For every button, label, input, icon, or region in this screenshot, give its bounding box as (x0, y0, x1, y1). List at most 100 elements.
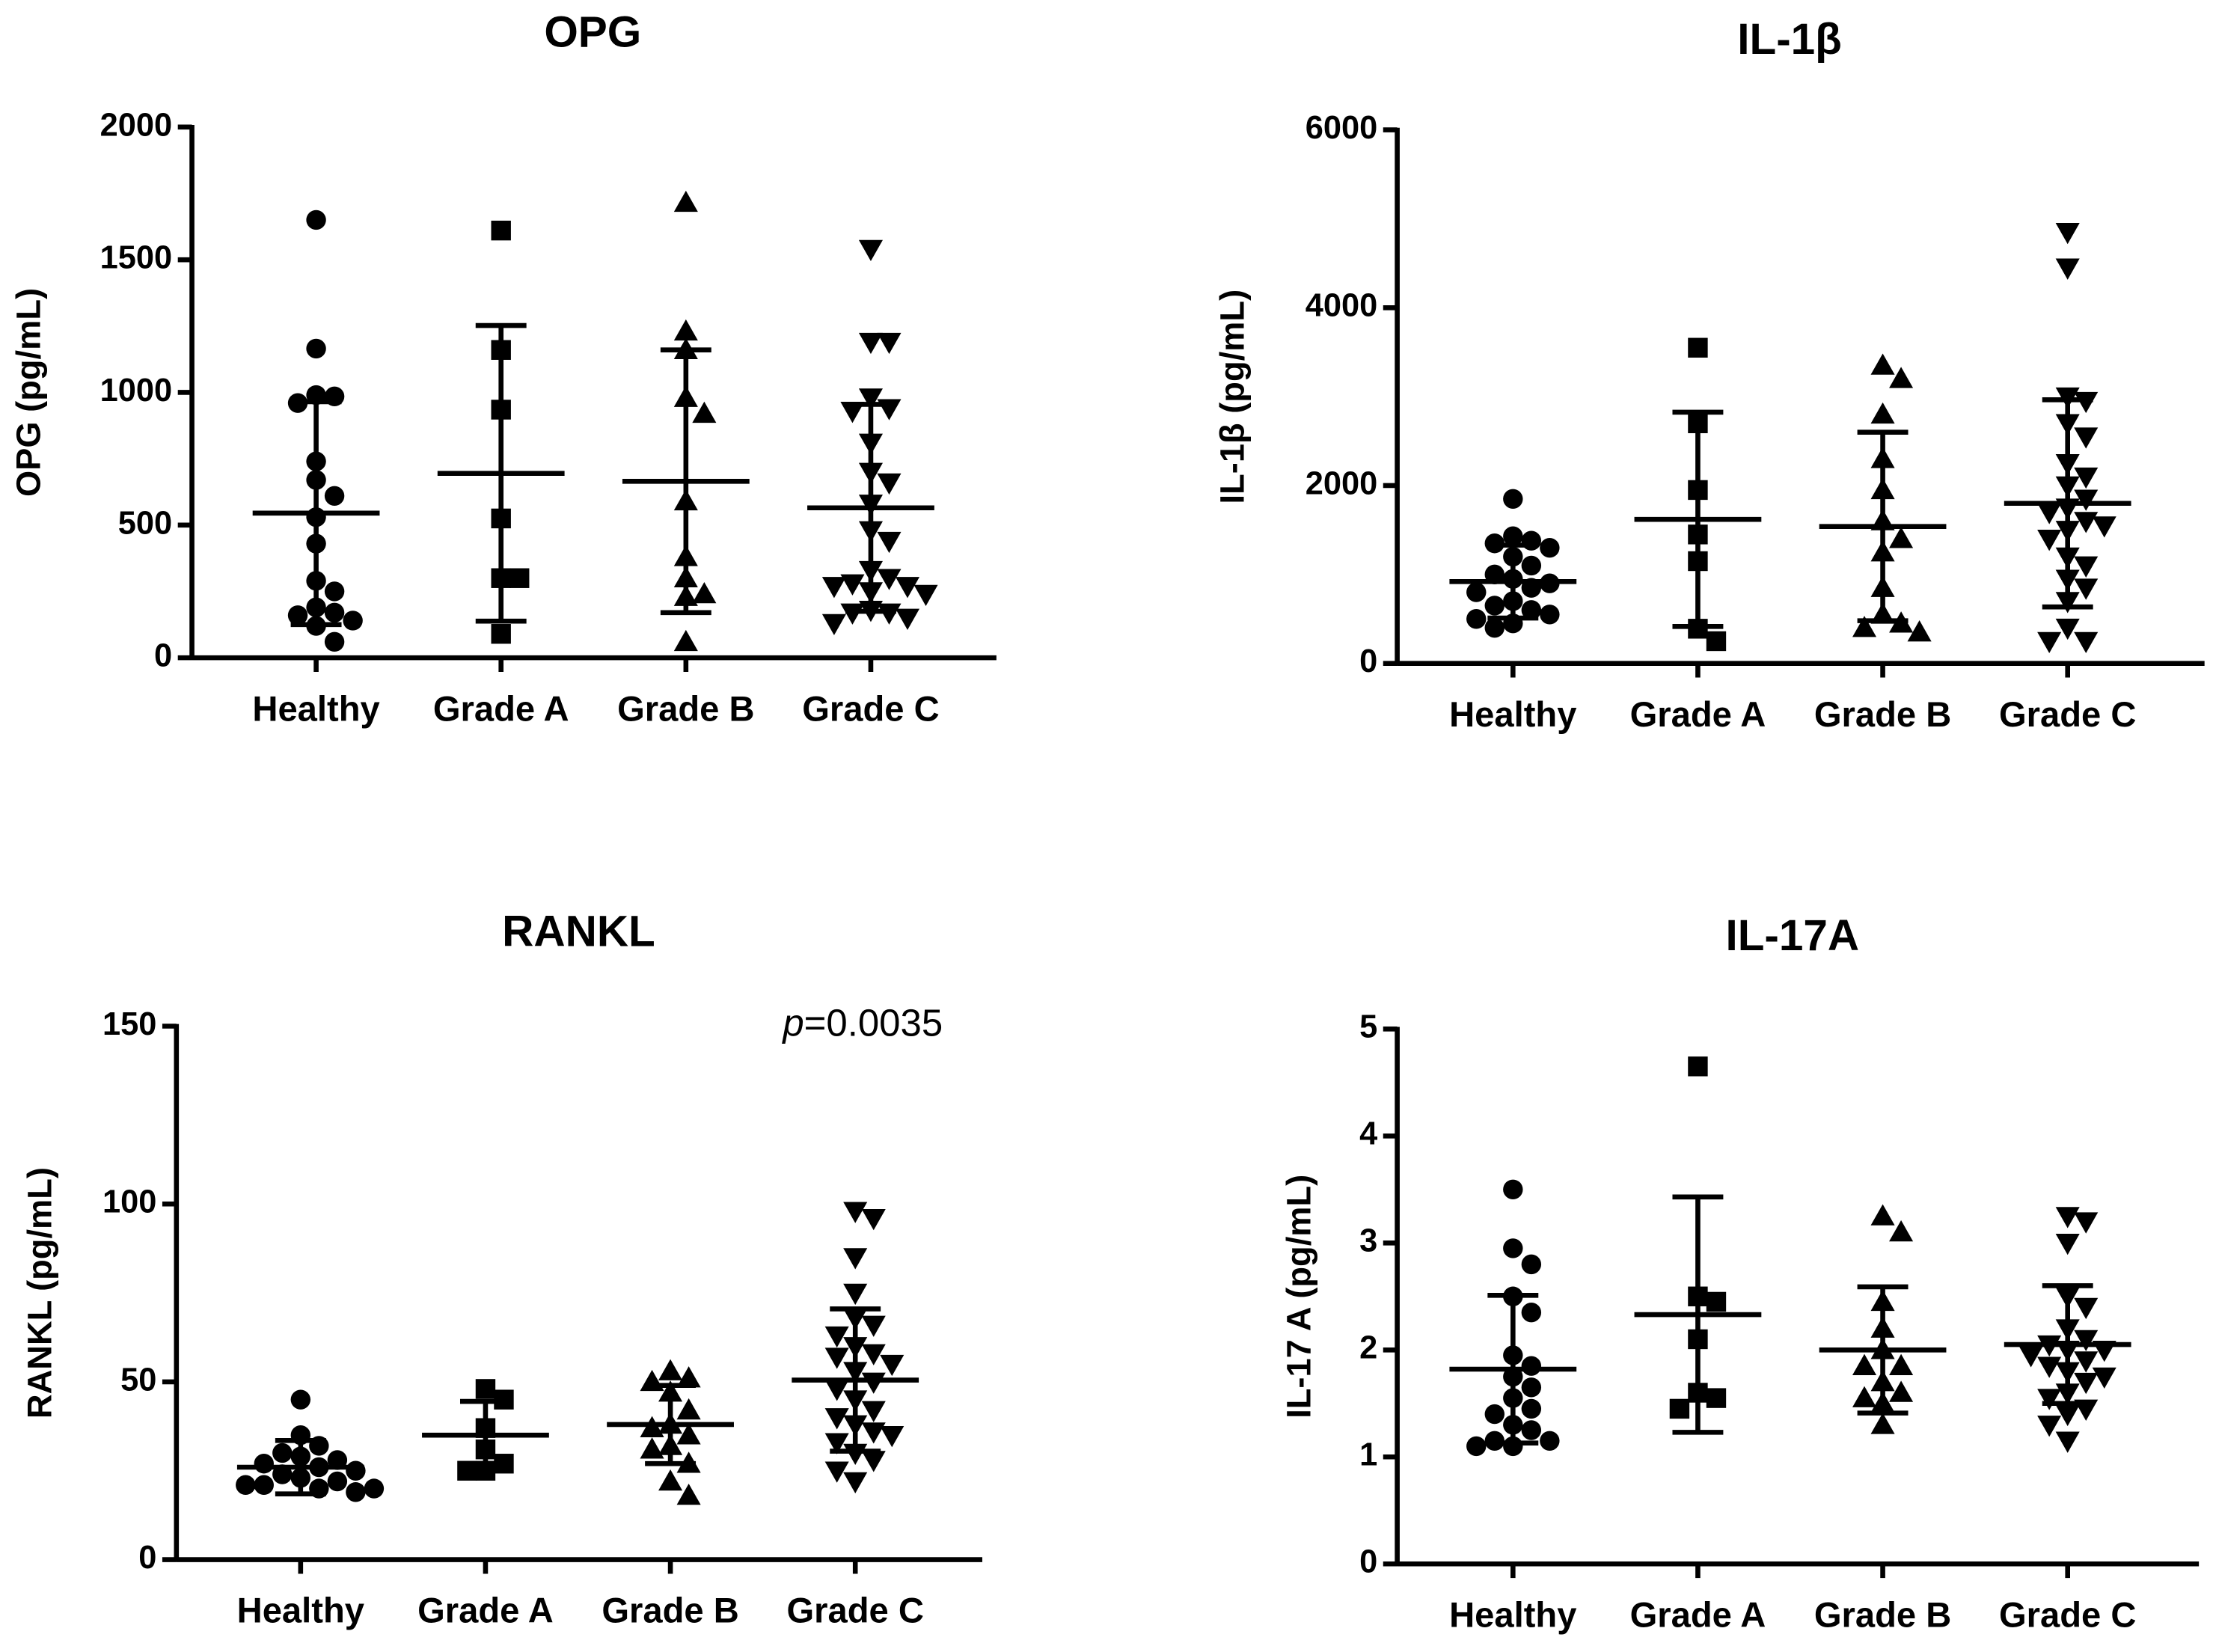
point (2092, 516, 2116, 538)
point (877, 569, 902, 590)
point (821, 577, 846, 599)
y-tick-label: 4000 (1306, 288, 1378, 324)
point (346, 1482, 366, 1502)
point (2055, 1431, 2080, 1453)
point (1870, 402, 1895, 424)
point (346, 1460, 366, 1481)
y-tick-label: 0 (138, 1540, 156, 1576)
point (2055, 618, 2080, 640)
chart-title: OPG (544, 8, 641, 57)
y-tick-label: 0 (154, 638, 172, 674)
point (1907, 620, 1932, 642)
point (287, 605, 308, 625)
y-tick-label: 100 (102, 1184, 156, 1220)
point (1484, 1404, 1505, 1425)
y-tick-label: 50 (120, 1362, 156, 1398)
point (2055, 1234, 2080, 1255)
point (2074, 556, 2099, 578)
point (2037, 530, 2062, 551)
point (2074, 1351, 2099, 1373)
point (843, 1202, 868, 1223)
point (1852, 1353, 1877, 1375)
point (1706, 1291, 1727, 1312)
point (658, 1359, 683, 1380)
x-tick-label: Grade C (1999, 1594, 2136, 1634)
point (2074, 512, 2099, 533)
point (673, 319, 698, 341)
point (2055, 1404, 2080, 1427)
point (2037, 1356, 2062, 1378)
y-tick-label: 0 (1359, 1544, 1377, 1580)
chart-title: IL-17A (1725, 911, 1859, 960)
point (858, 388, 883, 410)
point (1521, 555, 1542, 576)
point (1889, 1220, 1914, 1242)
y-tick-label: 1000 (100, 373, 173, 409)
point (254, 1454, 274, 1474)
point (324, 486, 345, 506)
point (1889, 1380, 1914, 1402)
y-axis-label: OPG (pg/mL) (9, 288, 47, 497)
point (824, 1408, 849, 1430)
point (1484, 596, 1505, 616)
point (475, 1379, 496, 1399)
point (824, 1326, 849, 1348)
point (692, 581, 717, 604)
point (877, 473, 902, 495)
x-tick-label: Healthy (1449, 694, 1576, 734)
point (1540, 605, 1560, 625)
point (254, 1475, 274, 1495)
point (880, 1425, 905, 1448)
y-tick-label: 1 (1359, 1437, 1377, 1473)
point (843, 1283, 868, 1306)
point (1521, 1377, 1542, 1398)
y-tick-label: 1500 (100, 240, 173, 276)
point (1688, 1056, 1708, 1077)
y-axis-label: IL-17 A (pg/mL) (1279, 1175, 1317, 1419)
x-tick-label: Grade B (1814, 694, 1951, 734)
point (1706, 1388, 1727, 1408)
point (2055, 258, 2080, 280)
point (2074, 1330, 2099, 1351)
point (1466, 1436, 1487, 1457)
point (324, 631, 345, 652)
point (861, 1208, 886, 1231)
point (2055, 223, 2080, 245)
point (840, 603, 865, 625)
chart-title: RANKL (502, 907, 655, 955)
point (673, 190, 698, 212)
point (692, 401, 717, 423)
y-tick-label: 3 (1359, 1223, 1377, 1259)
point (1688, 337, 1708, 358)
point (1852, 1386, 1877, 1407)
point (1521, 1303, 1542, 1323)
point (324, 581, 345, 602)
point (2037, 631, 2062, 654)
point (2055, 1207, 2080, 1229)
point (306, 338, 326, 359)
point (840, 402, 865, 423)
chart-title: IL-1β (1737, 15, 1842, 64)
point (1466, 609, 1487, 629)
point (2092, 1367, 2116, 1389)
x-tick-label: Healthy (252, 688, 379, 728)
y-tick-label: 2 (1359, 1330, 1377, 1366)
point (2074, 467, 2099, 489)
point (824, 1433, 849, 1454)
point (821, 614, 846, 636)
point (324, 602, 345, 623)
point (824, 1380, 849, 1401)
point (2074, 578, 2099, 600)
point (861, 1422, 886, 1444)
point (1466, 582, 1487, 602)
point (1870, 353, 1895, 375)
y-tick-label: 4 (1359, 1116, 1377, 1152)
point (676, 1366, 701, 1388)
point (1503, 526, 1523, 546)
x-tick-label: Grade A (1630, 1594, 1766, 1634)
point (658, 1469, 683, 1491)
point (2074, 1372, 2099, 1395)
point (1503, 489, 1523, 510)
point (327, 1471, 348, 1492)
